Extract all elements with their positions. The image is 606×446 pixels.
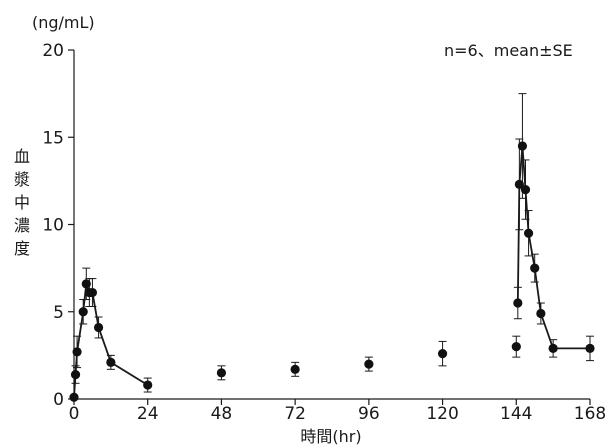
data-point	[523, 228, 534, 238]
y-tick-label: 5	[53, 303, 64, 323]
y-axis-title-char: 中	[14, 193, 30, 212]
series-line-segment	[82, 283, 88, 312]
x-axis-title: 時間(hr)	[300, 427, 361, 446]
x-tick-label: 0	[69, 404, 80, 424]
series-line-segment	[524, 189, 530, 234]
y-tick-label: 15	[42, 128, 64, 148]
data-point	[514, 179, 524, 189]
data-point	[87, 287, 98, 298]
data-point	[536, 308, 546, 319]
series-line-segment	[97, 327, 112, 363]
y-axis-title-char: 濃	[14, 216, 30, 235]
data-point	[216, 368, 227, 378]
data-point	[520, 185, 531, 195]
n-mean-se-annotation: n=6、mean±SE	[444, 41, 573, 60]
data-point	[290, 364, 300, 374]
x-tick-label: 24	[137, 404, 159, 424]
series-line-segment	[110, 361, 149, 386]
series-line-segment	[521, 145, 527, 190]
y-axis-title-char: 度	[14, 239, 30, 258]
data-point	[72, 347, 82, 357]
data-point	[517, 141, 528, 151]
x-tick-label: 72	[284, 404, 306, 424]
y-tick-label: 0	[53, 390, 64, 410]
y-axis-title-char: 血	[14, 147, 30, 166]
data-point	[364, 359, 374, 369]
data-point	[78, 307, 88, 317]
data-point	[70, 369, 81, 380]
series-line-segment	[518, 145, 524, 185]
x-tick-label: 168	[574, 404, 606, 424]
x-tick-label: 96	[358, 404, 380, 424]
data-point	[548, 343, 558, 353]
data-point	[437, 349, 448, 359]
data-point	[81, 279, 91, 289]
data-point	[530, 263, 540, 273]
data-point	[143, 380, 153, 390]
y-tick-label: 20	[42, 41, 64, 61]
data-point	[106, 357, 116, 367]
series-line-segment	[540, 313, 554, 349]
y-tick-label: 10	[42, 216, 64, 236]
x-tick-label: 144	[500, 404, 532, 424]
series-line-segment	[91, 292, 100, 328]
series-line-segment	[533, 268, 542, 314]
y-axis-title-char: 漿	[14, 170, 30, 189]
data-point	[93, 322, 104, 333]
data-point	[585, 343, 595, 353]
data-point	[511, 342, 521, 352]
x-tick-label: 48	[211, 404, 233, 424]
data-point	[69, 392, 79, 402]
y-unit-label: (ng/mL)	[32, 13, 95, 32]
x-tick-label: 120	[426, 404, 458, 424]
data-point	[513, 298, 523, 308]
series-line-segment	[76, 311, 85, 353]
series-line-segment	[527, 233, 536, 269]
